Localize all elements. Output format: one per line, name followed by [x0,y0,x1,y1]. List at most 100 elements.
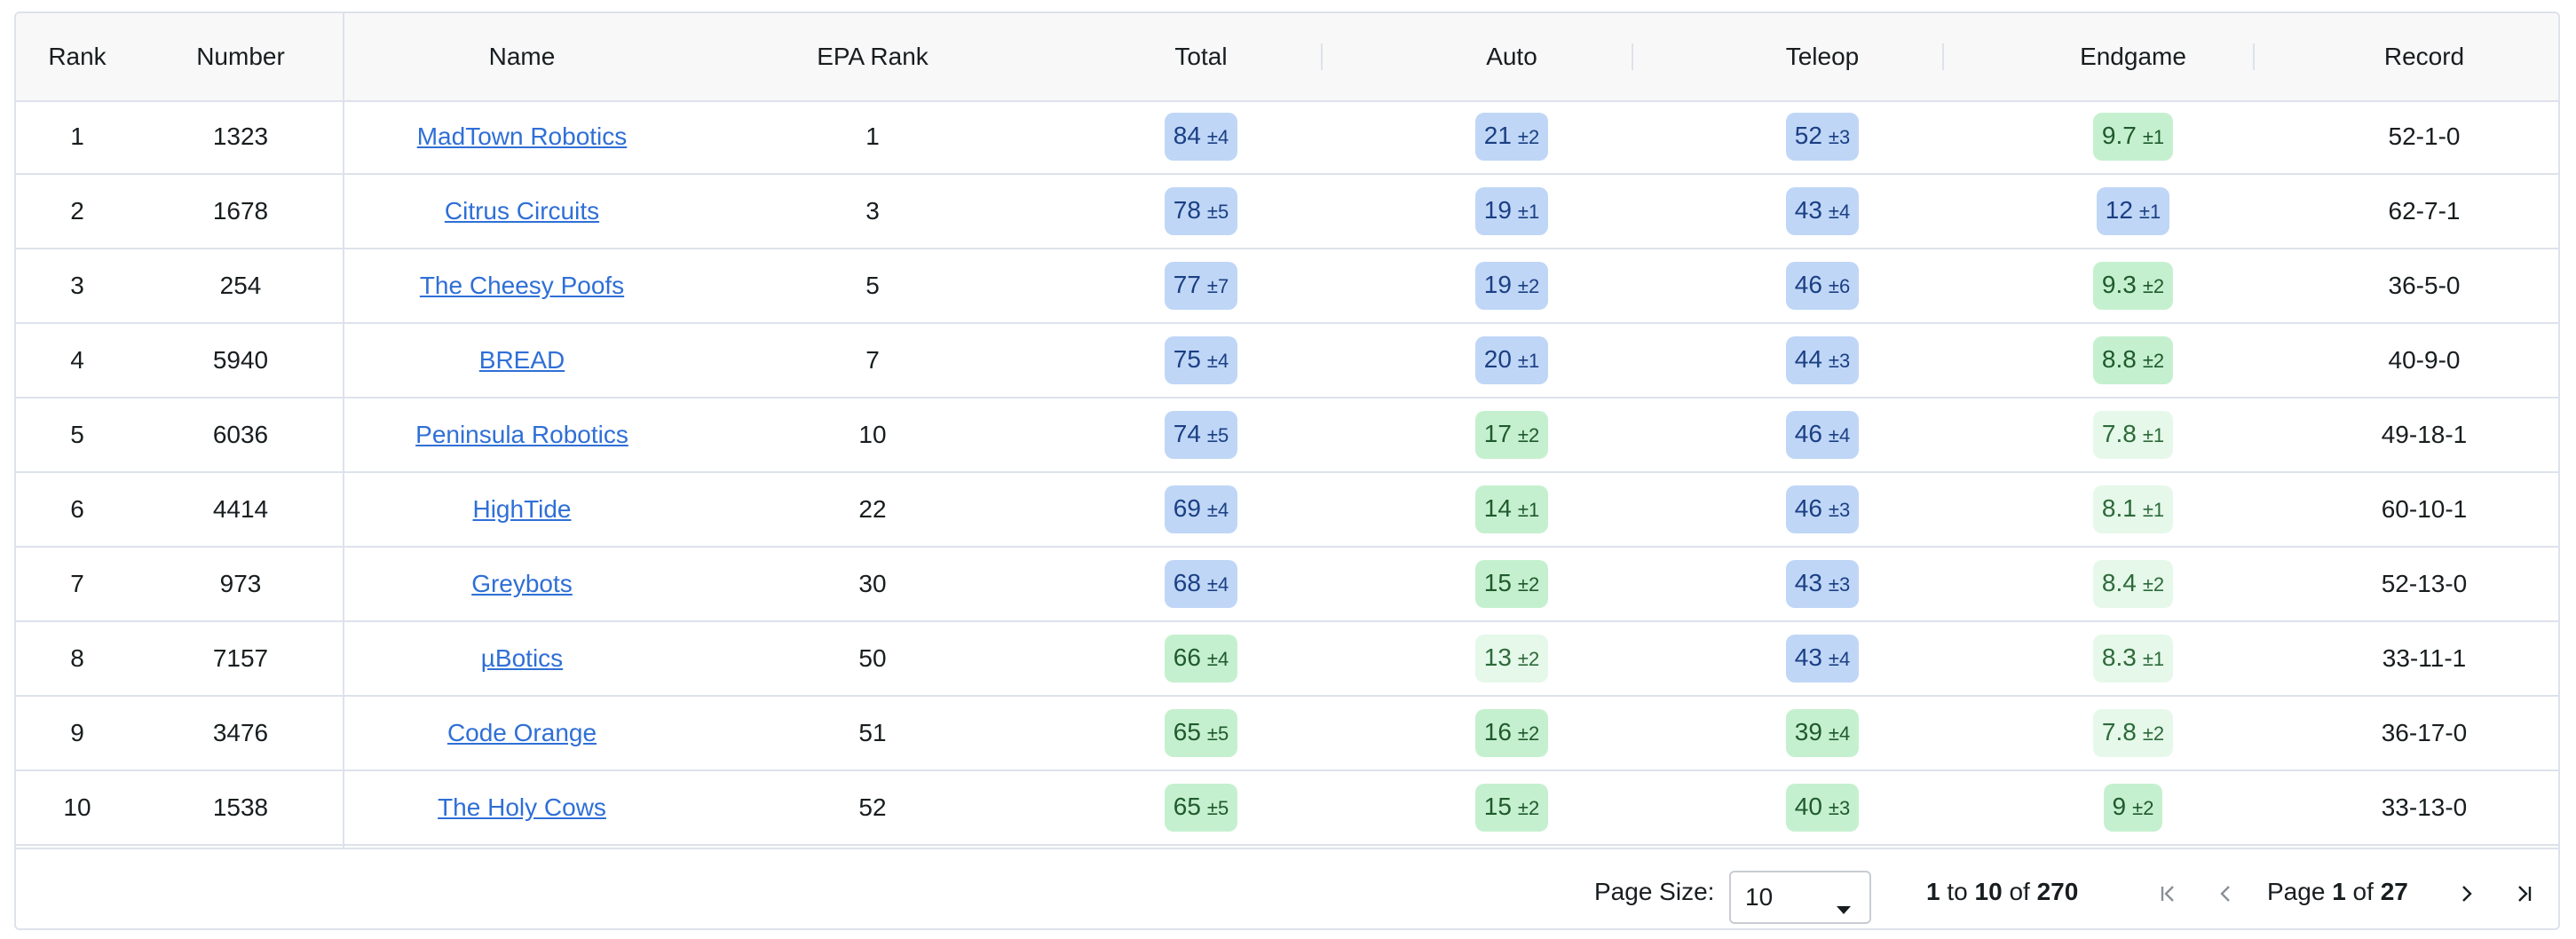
first-page-button[interactable] [2150,876,2185,911]
cell-teleop: 43 ±4 [1667,175,1978,248]
epa-error: ±2 [1517,126,1540,148]
pinned-column-divider [343,13,344,848]
cell-total: 65 ±5 [1046,771,1356,844]
previous-page-button[interactable] [2209,876,2244,911]
column-header-auto[interactable]: Auto [1486,43,1537,70]
column-header-name[interactable]: Name [488,43,556,70]
epa-value: 43 [1794,643,1822,671]
team-name-link[interactable]: Peninsula Robotics [415,421,628,448]
cell-record: 36-5-0 [2388,272,2461,299]
cell-name: HighTide [344,473,699,546]
team-name-link[interactable]: BREAD [478,346,565,374]
endgame-epa-badge: 9 ±2 [2103,784,2163,832]
cell-rank: 5 [70,421,84,448]
auto-epa-badge: 15 ±2 [1474,560,1549,608]
page-size-select[interactable]: 10 [1729,871,1871,924]
cell-rank: 1 [70,122,84,150]
cell-number: 1538 [212,793,269,821]
table-row: 3 254 The Cheesy Poofs 5 77 ±7 19 ±2 46 ±6 9.3 ±2 36… [16,249,2558,324]
auto-epa-badge: 13 ±2 [1474,635,1549,683]
table-row: 2 1678 Citrus Circuits 3 78 ±5 19 ±1 43 ±4 12 ±1 62-… [16,175,2558,249]
epa-value: 19 [1483,196,1512,224]
epa-error: ±5 [1206,424,1229,446]
table-header: Rank Number Name EPA Rank Total Auto Tel… [16,13,2558,102]
column-header-record[interactable]: Record [2383,43,2465,70]
range-to-word: to [1947,877,1968,905]
epa-value: 21 [1483,122,1512,149]
cell-epa-rank: 5 [865,272,880,299]
auto-epa-badge: 19 ±1 [1474,187,1549,235]
cell-teleop: 40 ±3 [1667,771,1978,844]
column-separator[interactable] [2253,43,2255,70]
cell-teleop: 46 ±6 [1667,249,1978,322]
epa-error: ±3 [1828,797,1851,819]
cell-total: 75 ±4 [1046,324,1356,397]
epa-error: ±1 [1517,499,1540,521]
epa-error: ±2 [1517,722,1540,745]
column-separator[interactable] [1632,43,1633,70]
column-header-teleop[interactable]: Teleop [1785,43,1860,70]
cell-total: 74 ±5 [1046,398,1356,471]
team-name-link[interactable]: Greybots [471,570,573,597]
endgame-epa-badge: 8.4 ±2 [2092,560,2174,608]
column-separator[interactable] [1321,43,1323,70]
epa-error: ±3 [1828,499,1851,521]
column-header-rank[interactable]: Rank [48,43,107,70]
epa-error: ±4 [1828,722,1851,745]
last-page-icon [2518,886,2532,902]
epa-value: 14 [1483,494,1512,522]
cell-name: MadTown Robotics [344,100,699,173]
epa-value: 39 [1794,718,1822,746]
epa-error: ±5 [1206,797,1229,819]
column-header-endgame[interactable]: Endgame [2080,43,2186,70]
epa-value: 65 [1173,793,1201,820]
cell-number: 1323 [212,122,269,150]
epa-error: ±4 [1828,648,1851,670]
team-name-link[interactable]: Code Orange [446,719,597,746]
epa-error: ±2 [2132,797,2154,819]
epa-value: 20 [1483,345,1512,373]
column-separator[interactable] [1942,43,1944,70]
last-page-button[interactable] [2507,876,2542,911]
team-name-link[interactable]: Citrus Circuits [444,197,600,225]
epa-error: ±3 [1828,350,1851,372]
column-header-total[interactable]: Total [1174,43,1228,70]
epa-error: ±1 [2142,126,2165,148]
epa-value: 43 [1794,196,1822,224]
cell-teleop: 43 ±4 [1667,622,1978,695]
endgame-epa-badge: 8.8 ±2 [2092,336,2174,384]
total-epa-badge: 75 ±4 [1164,336,1238,384]
epa-value: 8.3 [2101,643,2137,671]
epa-error: ±2 [2142,275,2165,297]
next-page-button[interactable] [2448,876,2484,911]
epa-error: ±5 [1206,201,1229,223]
cell-teleop: 46 ±4 [1667,398,1978,471]
cell-rank: 4 [70,346,84,374]
team-name-link[interactable]: The Cheesy Poofs [419,272,625,299]
cell-name: The Cheesy Poofs [344,249,699,322]
cell-name: Peninsula Robotics [344,398,699,471]
table-row: 9 3476 Code Orange 51 65 ±5 16 ±2 39 ±4 7.8 ±2 36-17… [16,697,2558,771]
team-name-link[interactable]: The Holy Cows [438,793,606,821]
epa-error: ±1 [2142,424,2165,446]
teleop-epa-badge: 39 ±4 [1785,709,1860,757]
epa-error: ±4 [1828,201,1851,223]
cell-endgame: 7.8 ±1 [1978,398,2288,471]
column-header-epa-rank[interactable]: EPA Rank [817,43,928,70]
cell-name: Citrus Circuits [344,175,699,248]
epa-error: ±1 [1517,201,1540,223]
cell-rank: 2 [70,197,84,225]
epa-value: 46 [1794,271,1822,298]
cell-endgame: 9.3 ±2 [1978,249,2288,322]
team-name-link[interactable]: µBotics [480,644,564,672]
endgame-epa-badge: 8.3 ±1 [2092,635,2174,683]
team-name-link[interactable]: MadTown Robotics [416,122,628,150]
epa-error: ±4 [1206,573,1229,596]
cell-rank: 3 [70,272,84,299]
cell-total: 65 ±5 [1046,697,1356,769]
epa-value: 19 [1483,271,1512,298]
column-header-number[interactable]: Number [196,43,285,70]
epa-error: ±4 [1828,424,1851,446]
teleop-epa-badge: 46 ±3 [1785,485,1860,533]
team-name-link[interactable]: HighTide [472,495,572,523]
